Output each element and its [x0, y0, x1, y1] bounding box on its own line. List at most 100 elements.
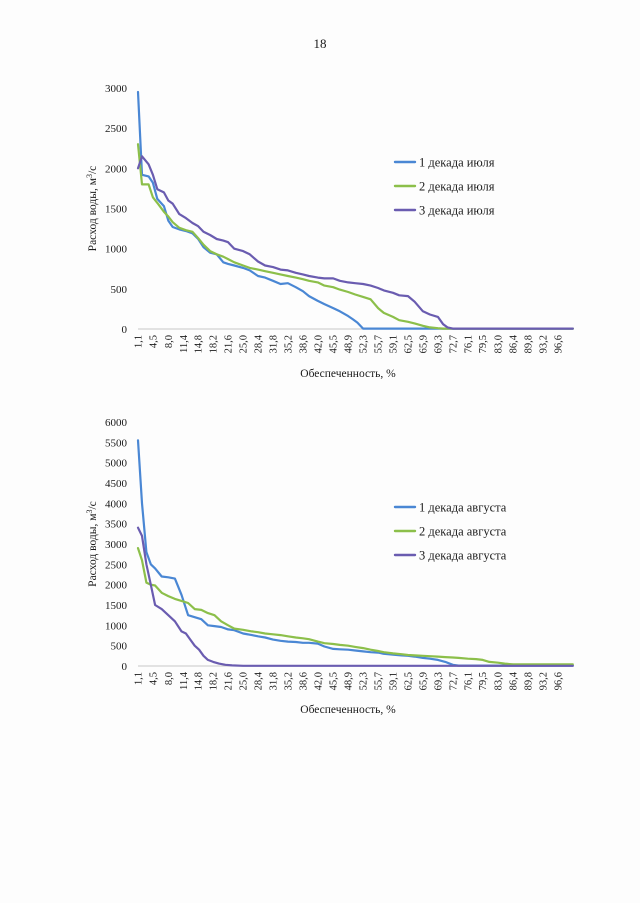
x-axis-title: Обеспеченность, %	[300, 368, 396, 380]
y-axis-title-main: Расход воды, м	[87, 513, 99, 587]
x-tick-label: 96,6	[553, 335, 564, 353]
x-tick-label: 55,7	[374, 672, 385, 690]
y-tick-label: 2000	[105, 580, 128, 592]
y-tick-label: 4500	[105, 478, 128, 490]
x-tick-label: 59,1	[389, 335, 400, 353]
x-tick-label: 89,8	[523, 335, 534, 353]
x-tick-label: 31,8	[268, 335, 279, 353]
x-tick-label: 14,8	[194, 672, 205, 690]
chart-august: 0 500 1000 1500 2000 2500 3000 3500 4000 4500 5000…	[85, 417, 574, 716]
x-tick-label: 83,0	[494, 672, 505, 690]
x-tick-label: 48,9	[344, 672, 355, 690]
x-tick-label: 52,3	[359, 672, 370, 690]
x-tick-label: 11,4	[179, 671, 190, 690]
x-tick-label: 35,2	[283, 335, 294, 353]
chart-july: 0 500 1000 1500 2000 2500 3000 1,1 4,5 8,0 11,4 14,…	[85, 83, 574, 380]
x-tick-label: 18,2	[209, 672, 220, 690]
x-tick-label: 11,4	[179, 334, 190, 353]
x-tick-label: 79,5	[478, 672, 489, 690]
y-tick-label: 500	[111, 284, 128, 296]
x-tick-label: 45,5	[329, 672, 340, 690]
x-tick-label: 1,1	[134, 335, 145, 348]
x-tick-label: 62,5	[403, 672, 414, 690]
x-tick-label: 31,8	[268, 672, 279, 690]
x-tick-label: 8,0	[164, 335, 175, 348]
y-tick-label: 2000	[105, 163, 128, 175]
x-tick-label: 42,0	[313, 672, 324, 690]
y-tick-label: 3500	[105, 519, 128, 531]
x-tick-label: 86,4	[509, 334, 520, 353]
y-tick-label: 1000	[105, 620, 128, 632]
x-tick-label: 65,9	[418, 672, 429, 690]
x-tick-label: 28,4	[254, 334, 265, 353]
x-tick-label: 76,1	[463, 672, 474, 690]
x-tick-label: 93,2	[538, 672, 549, 690]
y-axis-title-main: Расход воды, м	[87, 177, 99, 251]
legend-label-3: 3 декада июля	[419, 204, 495, 218]
x-tick-label: 86,4	[509, 671, 520, 690]
y-axis-title-sup: 3	[85, 510, 94, 514]
x-tick-label: 25,0	[239, 335, 250, 353]
y-tick-label: 4000	[105, 498, 128, 510]
x-tick-label: 38,6	[298, 672, 309, 690]
x-tick-label: 48,9	[344, 335, 355, 353]
series-line-1	[136, 439, 574, 667]
x-tick-label: 52,3	[359, 335, 370, 353]
x-tick-label: 14,8	[194, 335, 205, 353]
x-tick-label: 69,3	[433, 335, 444, 353]
y-tick-label: 6000	[105, 417, 128, 429]
series-line-1	[136, 90, 574, 330]
x-tick-label: 62,5	[403, 335, 414, 353]
x-tick-label: 69,3	[433, 672, 444, 690]
y-tick-label: 1000	[105, 244, 128, 256]
y-tick-label: 2500	[105, 559, 128, 571]
y-axis-title-sup: 3	[85, 174, 94, 178]
y-axis-title-tail: /с	[87, 501, 99, 509]
x-axis-title: Обеспеченность, %	[300, 704, 396, 716]
x-tick-label: 93,2	[538, 335, 549, 353]
y-axis-title: Расход воды, м3/с	[85, 166, 99, 252]
x-tick-label: 65,9	[418, 335, 429, 353]
x-tick-label: 72,7	[448, 672, 459, 690]
y-tick-label: 3000	[105, 83, 128, 95]
y-axis-title-tail: /с	[87, 166, 99, 174]
x-tick-label: 83,0	[494, 335, 505, 353]
y-tick-label: 0	[122, 324, 128, 336]
x-tick-label: 21,6	[224, 335, 235, 353]
y-axis-title: Расход воды, м3/с	[85, 501, 99, 587]
x-tick-label: 76,1	[463, 335, 474, 353]
x-tick-label: 18,2	[209, 335, 220, 353]
legend-label-2: 2 декада июля	[419, 180, 495, 194]
x-tick-label: 4,5	[148, 672, 159, 685]
y-tick-label: 3000	[105, 539, 128, 551]
series-line-2	[136, 547, 574, 666]
x-tick-label: 96,6	[553, 672, 564, 690]
y-tick-label: 1500	[105, 600, 128, 612]
x-tick-label: 8,0	[164, 672, 175, 685]
series-line-2	[136, 143, 574, 330]
x-tick-label: 38,6	[298, 335, 309, 353]
x-tick-label: 25,0	[239, 672, 250, 690]
y-tick-label: 5000	[105, 458, 128, 470]
x-tick-label: 45,5	[329, 335, 340, 353]
legend-label-1: 1 декада августа	[419, 501, 507, 515]
legend-label-3: 3 декада августа	[419, 549, 507, 563]
series-line-3	[136, 526, 574, 667]
x-tick-label: 79,5	[478, 335, 489, 353]
x-tick-label: 89,8	[523, 672, 534, 690]
series-line-3	[136, 155, 574, 330]
x-tick-label: 21,6	[224, 672, 235, 690]
y-tick-label: 2500	[105, 123, 128, 135]
x-tick-label: 1,1	[134, 672, 145, 685]
x-tick-label: 72,7	[448, 335, 459, 353]
y-tick-label: 5500	[105, 437, 128, 449]
legend-label-2: 2 декада августа	[419, 525, 507, 539]
y-tick-label: 500	[111, 641, 128, 653]
x-tick-label: 55,7	[374, 335, 385, 353]
x-tick-label: 59,1	[389, 672, 400, 690]
page-number: 18	[313, 36, 327, 51]
x-tick-label: 4,5	[148, 335, 159, 348]
y-tick-label: 1500	[105, 204, 128, 216]
x-tick-label: 35,2	[283, 672, 294, 690]
